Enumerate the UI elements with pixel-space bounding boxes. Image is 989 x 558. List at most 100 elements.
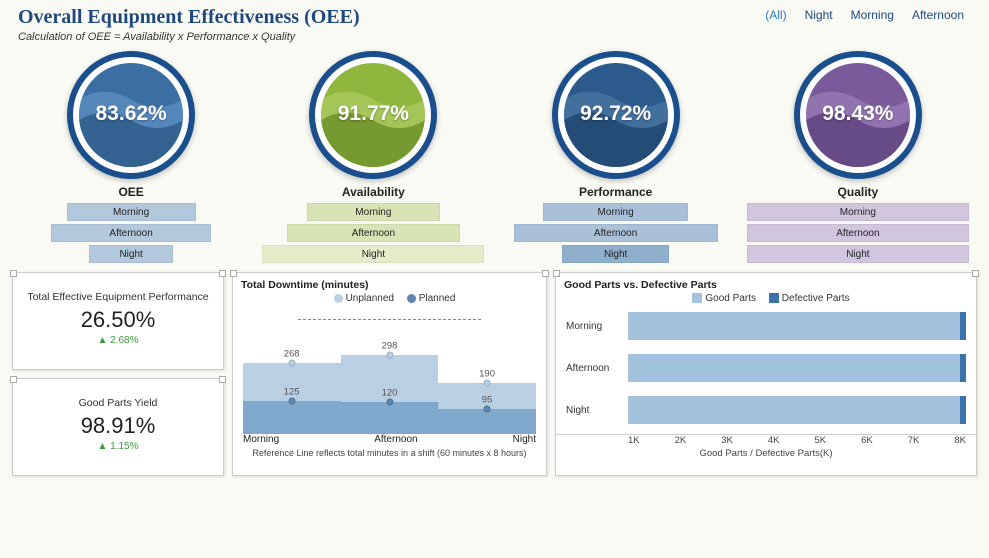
shift-bar-quality-night[interactable]: Night — [747, 245, 969, 263]
parts-bar-good — [628, 354, 966, 382]
parts-bar-good — [628, 396, 966, 424]
legend-label-unplanned: Unplanned — [346, 293, 394, 304]
kpi-card-tepp: Total Effective Equipment Performance 26… — [12, 272, 224, 370]
shift-bar-oee-afternoon[interactable]: Afternoon — [51, 224, 211, 242]
parts-row-label: Morning — [566, 321, 628, 332]
gauge-value-availability: 91.77% — [315, 102, 431, 126]
legend-dot-planned — [407, 294, 416, 303]
shift-bar-quality-afternoon[interactable]: Afternoon — [747, 224, 969, 242]
gauge-circle-quality: 98.43% — [794, 51, 922, 179]
parts-tick: 7K — [908, 435, 920, 446]
kpi-card-yield: Good Parts Yield 98.91% 1.15% — [12, 378, 224, 476]
shift-tab-afternoon[interactable]: Afternoon — [912, 8, 964, 22]
shift-bar-availability-morning[interactable]: Morning — [307, 203, 440, 221]
reference-line — [298, 319, 481, 320]
lower-row: Total Effective Equipment Performance 26… — [0, 266, 989, 476]
point-label-unplanned: 190 — [479, 369, 495, 380]
gauge-circle-availability: 91.77% — [309, 51, 437, 179]
shift-bar-availability-night[interactable]: Night — [262, 245, 484, 263]
shift-bar-performance-night[interactable]: Night — [562, 245, 669, 263]
parts-tick: 6K — [861, 435, 873, 446]
parts-row-afternoon: Afternoon — [566, 350, 966, 386]
point-label-planned: 125 — [284, 386, 300, 397]
gauge-availability: 91.77% Availability Morning Afternoon Nigh… — [262, 51, 484, 266]
gauge-value-performance: 92.72% — [558, 102, 674, 126]
gauge-oee: 83.62% OEE Morning Afternoon Night — [20, 51, 242, 266]
gauge-label-oee: OEE — [20, 185, 242, 199]
kpi-title-tepp: Total Effective Equipment Performance — [13, 291, 223, 303]
kpi-value-tepp: 26.50% — [13, 307, 223, 333]
shift-bar-performance-morning[interactable]: Morning — [543, 203, 687, 221]
shift-bar-availability-afternoon[interactable]: Afternoon — [287, 224, 460, 242]
point-unplanned — [288, 359, 295, 366]
point-label-unplanned: 268 — [284, 348, 300, 359]
gauge-row: 83.62% OEE Morning Afternoon Night 91.77% … — [0, 47, 989, 266]
legend-dot-unplanned — [334, 294, 343, 303]
shift-filter: (All) Night Morning Afternoon — [747, 8, 964, 22]
kpi-title-yield: Good Parts Yield — [13, 397, 223, 409]
parts-row-night: Night — [566, 392, 966, 428]
parts-tick: 2K — [675, 435, 687, 446]
kpi-delta-tepp: 2.68% — [13, 335, 223, 346]
downtime-x-axis: Morning Afternoon Night — [233, 434, 546, 445]
x-tick: Afternoon — [374, 434, 417, 445]
parts-tick: 8K — [954, 435, 966, 446]
legend-label-planned: Planned — [419, 293, 456, 304]
downtime-chart: Total Downtime (minutes) Unplanned Plann… — [232, 272, 547, 476]
legend-swatch-defective — [769, 293, 779, 303]
shift-bar-quality-morning[interactable]: Morning — [747, 203, 969, 221]
gauge-label-availability: Availability — [262, 185, 484, 199]
point-label-planned: 95 — [482, 394, 493, 405]
shift-bar-oee-night[interactable]: Night — [89, 245, 173, 263]
gauge-value-oee: 83.62% — [73, 102, 189, 126]
gauge-value-quality: 98.43% — [800, 102, 916, 126]
parts-x-label: Good Parts / Defective Parts(K) — [556, 448, 976, 459]
header: Overall Equipment Effectiveness (OEE) Ca… — [0, 0, 989, 47]
shift-bars-availability: Morning Afternoon Night — [262, 203, 484, 263]
downtime-title: Total Downtime (minutes) — [233, 273, 546, 293]
shift-bar-performance-afternoon[interactable]: Afternoon — [514, 224, 718, 242]
parts-row-morning: Morning — [566, 308, 966, 344]
parts-row-label: Night — [566, 405, 628, 416]
parts-bar-good — [628, 312, 966, 340]
kpi-value-yield: 98.91% — [13, 413, 223, 439]
point-unplanned — [484, 380, 491, 387]
point-planned — [288, 397, 295, 404]
downtime-legend: Unplanned Planned — [233, 293, 546, 304]
gauge-label-quality: Quality — [747, 185, 969, 199]
area-planned — [438, 409, 536, 434]
point-planned — [484, 405, 491, 412]
downtime-plot: 26812529812019095 — [243, 306, 536, 434]
kpi-column: Total Effective Equipment Performance 26… — [12, 272, 224, 476]
downtime-footnote: Reference Line reflects total minutes in… — [233, 448, 546, 458]
area-planned — [243, 401, 341, 434]
shift-tab-night[interactable]: Night — [805, 8, 833, 22]
parts-tick: 4K — [768, 435, 780, 446]
parts-bar-defective — [960, 312, 966, 340]
legend-swatch-good — [692, 293, 702, 303]
parts-bars: Morning Afternoon Night — [556, 304, 976, 428]
x-tick: Night — [513, 434, 536, 445]
x-tick: Morning — [243, 434, 279, 445]
parts-tick: 3K — [721, 435, 733, 446]
point-planned — [386, 399, 393, 406]
gauge-label-performance: Performance — [505, 185, 727, 199]
parts-legend: Good Parts Defective Parts — [556, 293, 976, 304]
kpi-delta-yield: 1.15% — [13, 441, 223, 452]
legend-label-defective: Defective Parts — [782, 293, 850, 304]
shift-bars-performance: Morning Afternoon Night — [505, 203, 727, 263]
legend-label-good: Good Parts — [705, 293, 756, 304]
parts-x-axis: 1K2K3K4K5K6K7K8K — [556, 434, 976, 446]
shift-bars-quality: Morning Afternoon Night — [747, 203, 969, 263]
parts-tick: 1K — [628, 435, 640, 446]
point-unplanned — [386, 351, 393, 358]
gauge-performance: 92.72% Performance Morning Afternoon Night — [505, 51, 727, 266]
shift-tab-all[interactable]: (All) — [765, 8, 786, 22]
shift-tab-morning[interactable]: Morning — [851, 8, 894, 22]
shift-bars-oee: Morning Afternoon Night — [20, 203, 242, 263]
parts-bar-defective — [960, 354, 966, 382]
parts-chart: Good Parts vs. Defective Parts Good Part… — [555, 272, 977, 476]
area-planned — [341, 402, 439, 434]
shift-bar-oee-morning[interactable]: Morning — [67, 203, 196, 221]
gauge-circle-performance: 92.72% — [552, 51, 680, 179]
